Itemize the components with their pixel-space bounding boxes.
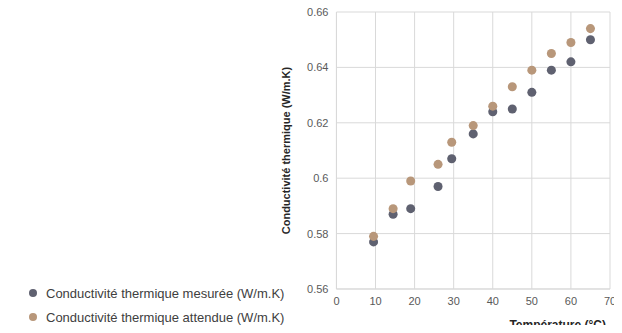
- svg-text:0: 0: [333, 295, 339, 307]
- svg-text:0.58: 0.58: [307, 228, 328, 240]
- svg-text:0.56: 0.56: [307, 283, 328, 295]
- svg-text:0.6: 0.6: [313, 172, 328, 184]
- svg-text:20: 20: [408, 295, 420, 307]
- svg-text:10: 10: [369, 295, 381, 307]
- svg-text:60: 60: [565, 295, 577, 307]
- html-text:Conductivité thermique mesurée: Conductivité thermique mesurée (W/m.K): [46, 285, 285, 301]
- svg-text:0.64: 0.64: [307, 61, 328, 73]
- svg-text:0.62: 0.62: [307, 117, 328, 129]
- svg-text:0.66: 0.66: [307, 8, 328, 18]
- svg-text:50: 50: [526, 295, 538, 307]
- html-text:Conductivité thermique attendu: Conductivité thermique attendue (W/m.K): [46, 309, 285, 325]
- svg-text:40: 40: [487, 295, 499, 307]
- svg-text:Conductivité thermique (W/m.K): Conductivité thermique (W/m.K): [280, 66, 292, 234]
- svg-text:Température (°C): Température (°C): [509, 318, 606, 325]
- svg-text:70: 70: [604, 295, 614, 307]
- svg-text:30: 30: [448, 295, 460, 307]
